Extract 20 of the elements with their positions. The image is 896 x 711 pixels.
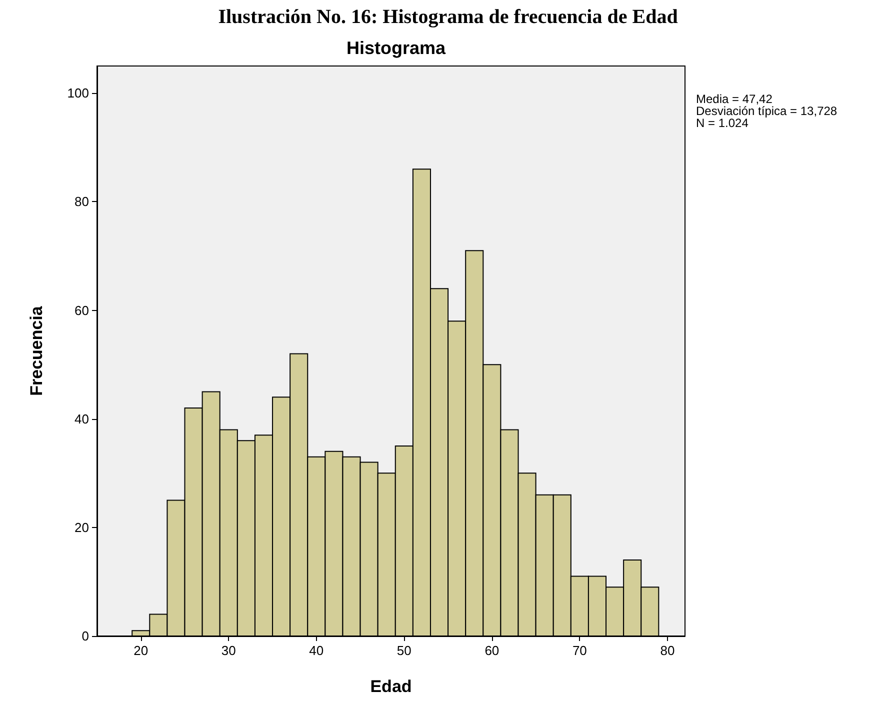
y-tick-label: 100 [67,86,89,101]
y-tick-label: 40 [74,411,89,426]
text: Desviación típica = 13,728 [696,104,838,118]
chart-title: Ilustración No. 16: Histograma de frecuencia de Edad [218,6,678,28]
y-tick-label: 20 [74,520,89,535]
x-tick-label: 60 [484,643,500,658]
y-axis-title: Frecuencia [27,306,46,396]
x-tick-label: 30 [221,643,236,658]
x-tick-label: 50 [396,643,412,658]
y-tick-label: 80 [74,194,89,210]
x-axis-title: Edad [370,677,412,696]
y-tick-label: 0 [82,628,89,644]
x-tick-label: 80 [660,643,675,658]
x-tick-label: 70 [572,643,587,658]
x-tick-label: 40 [309,643,324,658]
x-tick-label: 20 [134,643,148,658]
text: Media = 47,42 [696,92,773,106]
text: N = 1.024 [696,116,749,130]
y-tick-label: 60 [74,302,89,318]
chart-subtitle: Histograma [346,38,446,58]
